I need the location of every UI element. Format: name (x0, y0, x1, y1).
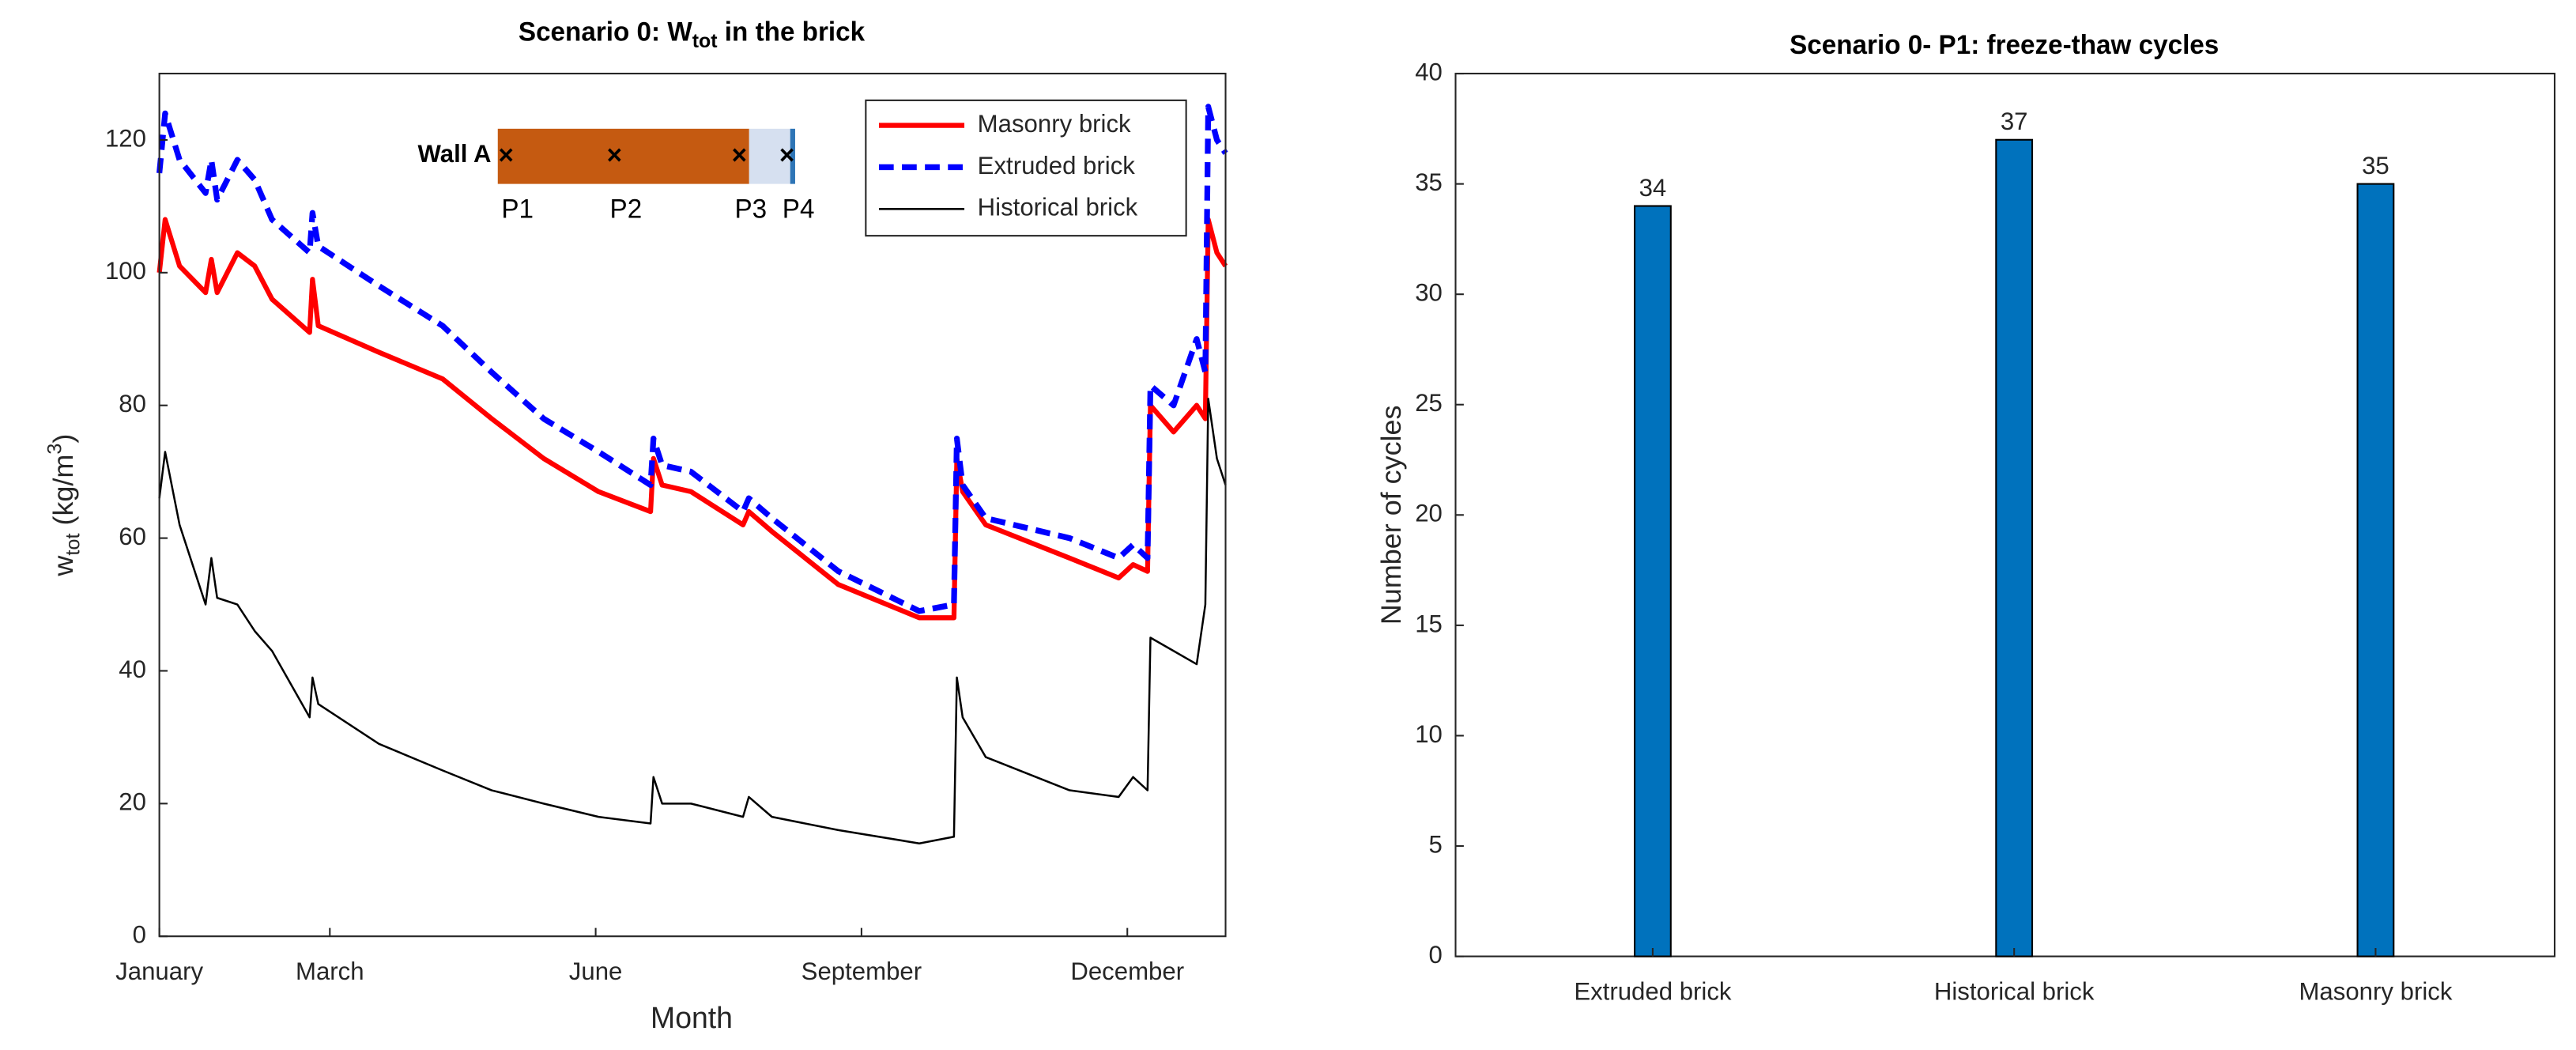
title-part: Scenario 0: W (519, 17, 692, 47)
y-axis-label: wtot (kg/m3) (43, 434, 84, 577)
chart-title: Scenario 0: Wtot in the brick (519, 17, 866, 52)
y-tick-label: 0 (1429, 941, 1443, 969)
inset-marker: × (498, 141, 513, 170)
chart-title: Scenario 0- P1: freeze-thaw cycles (1790, 31, 2219, 60)
inset-point-label: P1 (501, 195, 534, 224)
inset-marker: × (732, 141, 747, 170)
x-tick-label: Extruded brick (1574, 977, 1731, 1005)
inset-marker: × (607, 141, 622, 170)
wall-insulation (749, 128, 792, 184)
y-label-part: ) (48, 434, 80, 444)
x-tick-label: Historical brick (1934, 977, 2095, 1005)
wall-brick (497, 128, 749, 184)
wall-finish (790, 128, 795, 184)
bar (2356, 183, 2395, 957)
bar (1634, 205, 1672, 957)
y-tick-label: 40 (119, 655, 146, 683)
y-tick-label: 60 (119, 523, 146, 550)
y-tick-label: 20 (119, 788, 146, 815)
y-tick-label: 0 (133, 920, 146, 948)
series-line (158, 398, 1227, 844)
plot-frame (158, 72, 1227, 938)
bar (1995, 138, 2034, 957)
value-label: 37 (2001, 108, 2028, 135)
y-tick-label: 5 (1429, 830, 1443, 858)
legend-box (865, 99, 1187, 237)
series-line (156, 104, 1228, 614)
y-tick-label: 120 (105, 124, 146, 152)
y-tick-label: 30 (1415, 278, 1443, 306)
x-tick-label: December (1070, 957, 1184, 985)
y-tick-label: 15 (1415, 610, 1443, 637)
y-tick-label: 40 (1415, 58, 1443, 85)
y-label-sup: 3 (43, 444, 66, 455)
y-label-part: w (48, 555, 80, 576)
y-tick-label: 10 (1415, 720, 1443, 748)
inset-marker: × (779, 141, 794, 170)
wall-inset (497, 128, 795, 184)
y-tick-label: 100 (105, 257, 146, 285)
inset-point-label: P4 (783, 195, 815, 224)
x-tick-label: March (296, 957, 364, 985)
value-label: 35 (2362, 152, 2389, 179)
x-tick-label: June (569, 957, 623, 985)
title-part: in the brick (718, 17, 866, 47)
legend-label: Historical brick (978, 193, 1138, 221)
inset-point-label: P2 (610, 195, 643, 224)
legend-label: Extruded brick (978, 152, 1135, 179)
y-label-part: (kg/m (48, 455, 80, 534)
value-label: 34 (1639, 174, 1667, 202)
y-axis-label: Number of cycles (1375, 406, 1407, 625)
y-label-sub: tot (62, 533, 84, 555)
inset-point-label: P3 (735, 195, 768, 224)
y-tick-label: 80 (119, 390, 146, 417)
x-tick-label: Masonry brick (2299, 977, 2452, 1005)
x-tick-label: September (801, 957, 922, 985)
inset-label: Wall A (418, 140, 492, 168)
legend-label: Masonry brick (978, 110, 1131, 138)
x-axis-label: Month (651, 1001, 733, 1034)
y-tick-label: 20 (1415, 499, 1443, 527)
x-tick-label: January (115, 957, 203, 985)
y-tick-label: 25 (1415, 389, 1443, 417)
title-sub: tot (692, 29, 718, 51)
y-tick-label: 35 (1415, 168, 1443, 196)
